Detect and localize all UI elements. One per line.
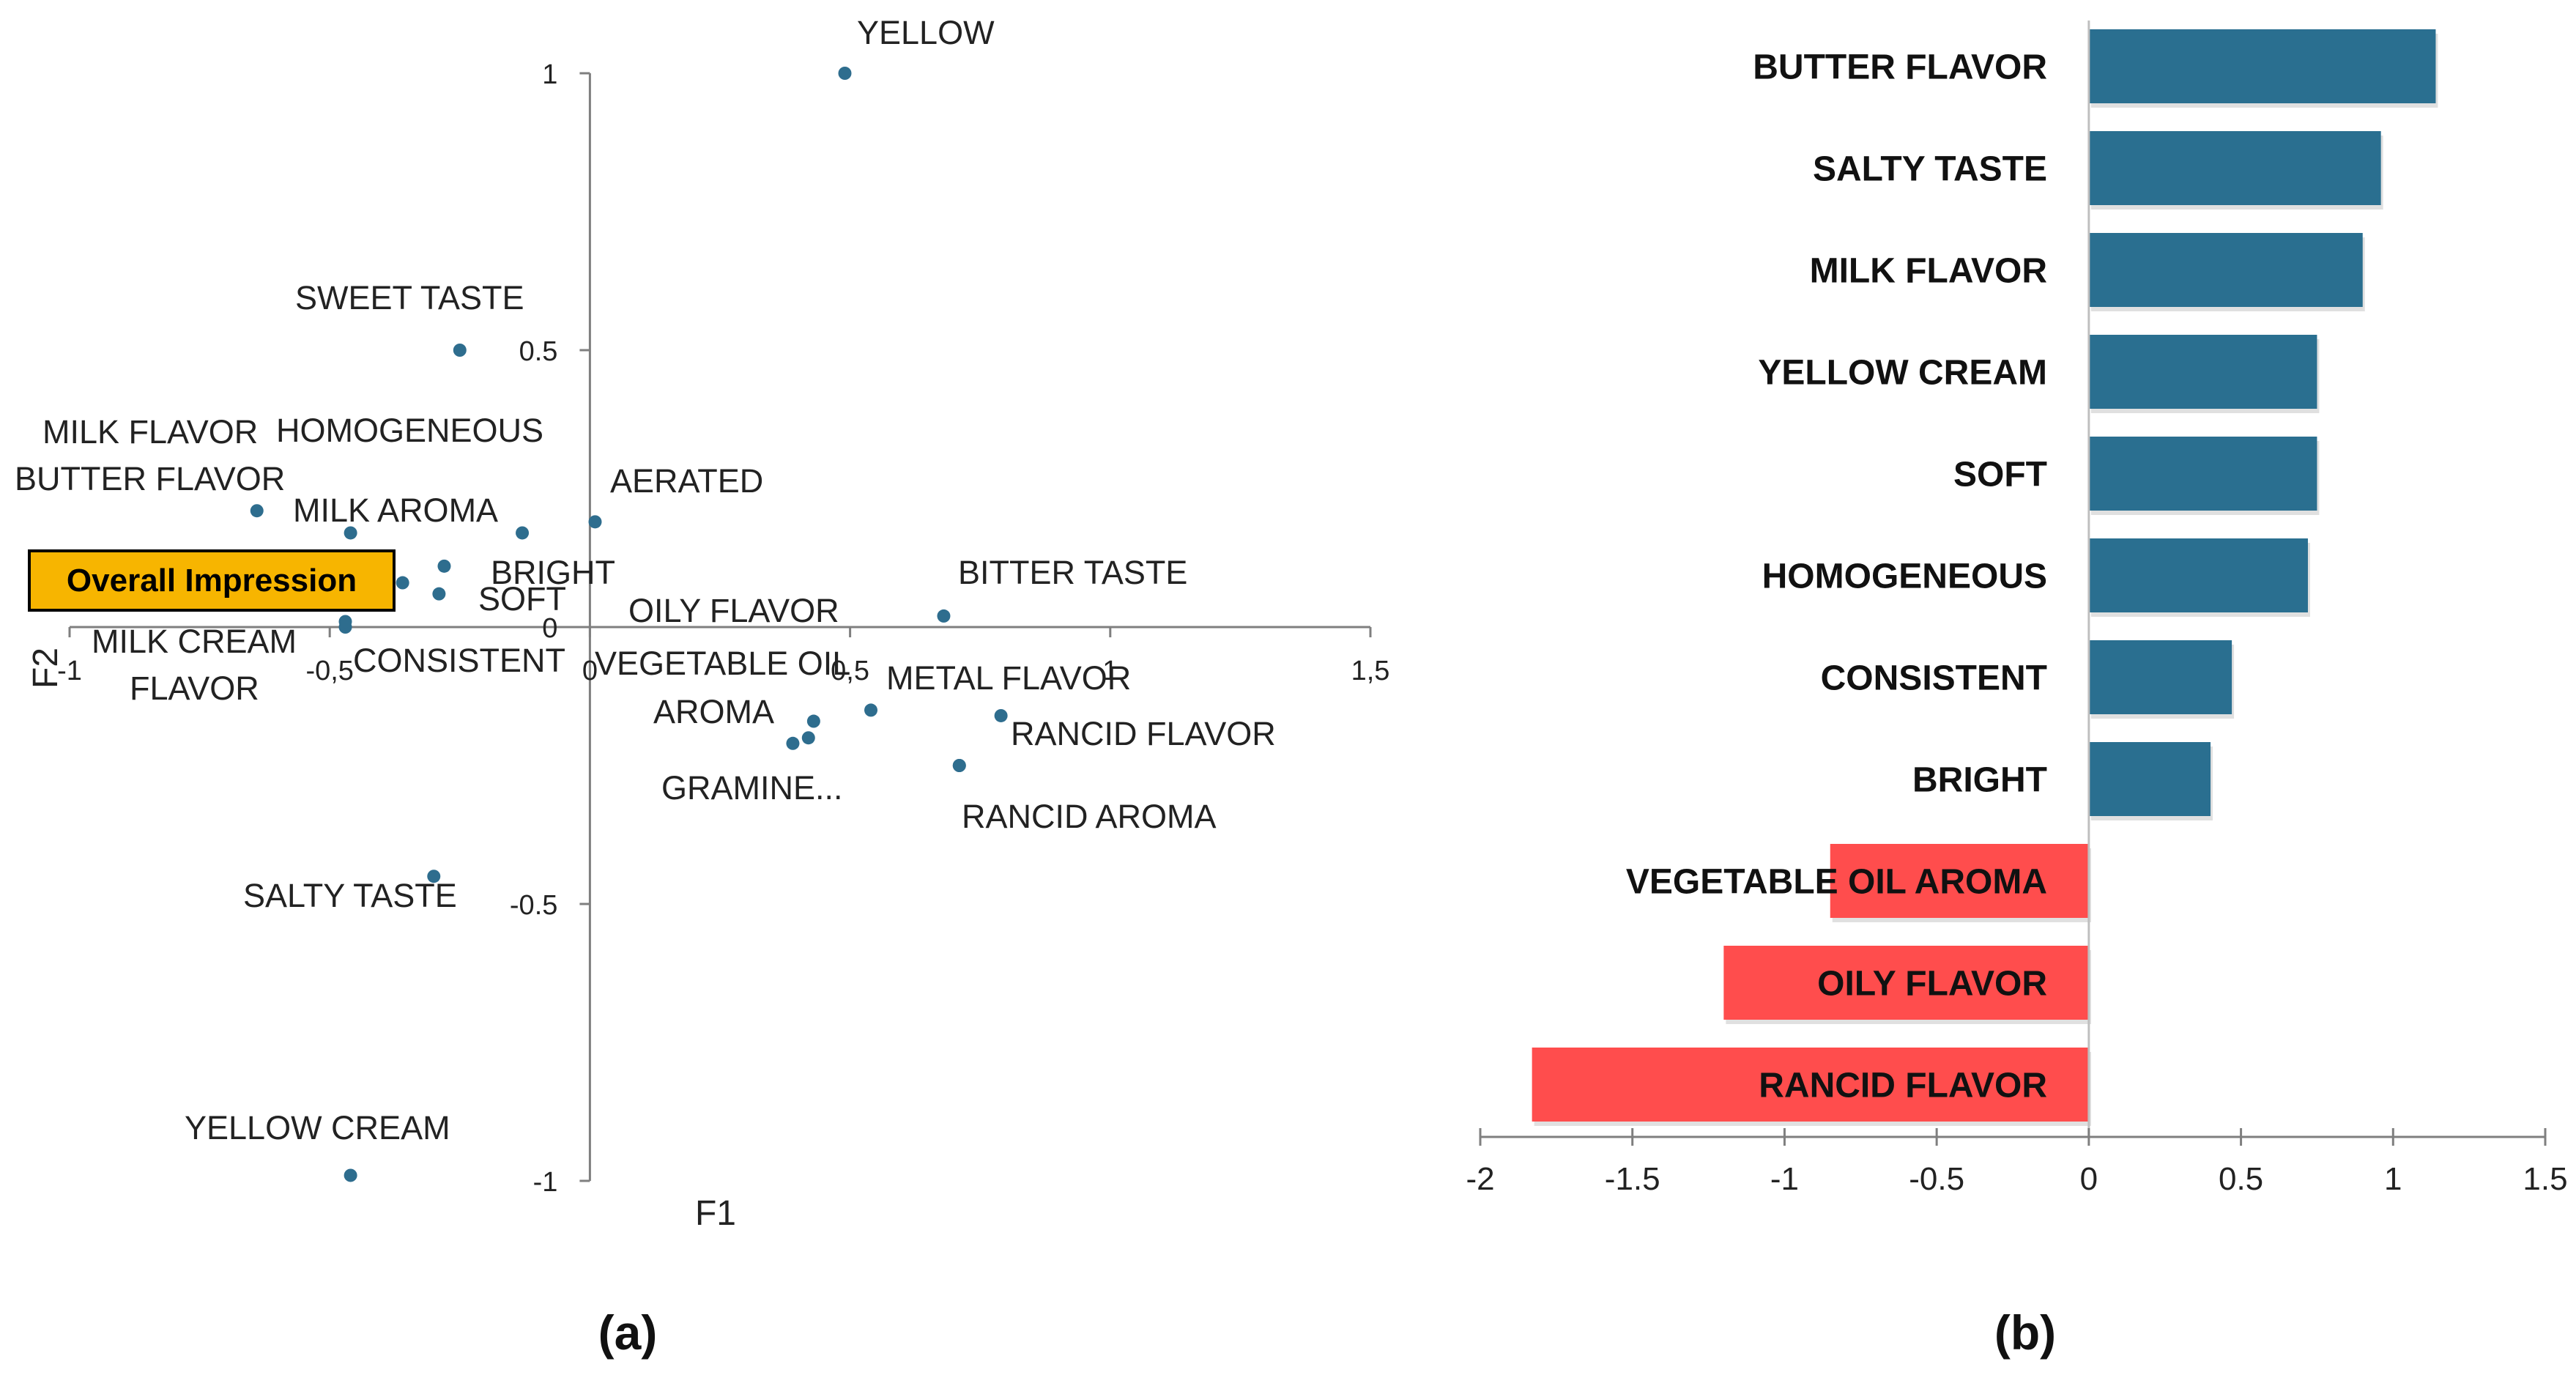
bar-vegetable-oil-aroma <box>1830 844 2089 918</box>
label-bright: BRIGHT <box>491 554 615 591</box>
label-aerated: AERATED <box>610 462 763 500</box>
point-milk-aroma <box>396 576 409 590</box>
bar-x-tick-label: -1 <box>1770 1161 1799 1197</box>
point-yellow-cream <box>344 1168 357 1182</box>
point-aerated <box>588 515 602 529</box>
point-butter-flavor <box>344 526 357 540</box>
bar-x-tick-label: -2 <box>1466 1161 1494 1197</box>
point-gramine-2 <box>786 736 800 750</box>
x-tick-label: -0,5 <box>305 656 353 686</box>
category-label-homogeneous: HOMOGENEOUS <box>1762 557 2047 596</box>
category-label-soft: SOFT <box>1953 456 2047 494</box>
label-yellow: YELLOW <box>857 14 995 51</box>
label-vegetable-oil-line2: AROMA <box>653 693 774 730</box>
bar-salty-taste <box>2088 131 2381 205</box>
point-homogeneous <box>516 526 530 540</box>
label-oily-flavor: OILY FLAVOR <box>628 592 839 629</box>
label-gramine: GRAMINE... <box>661 769 843 807</box>
point-sweet-taste <box>453 344 467 357</box>
bar-x-tick-label: 1.5 <box>2523 1161 2567 1197</box>
category-label-vegetable-oil-aroma: VEGETABLE OIL AROMA <box>1626 863 2047 902</box>
point-rancid-aroma <box>952 759 966 772</box>
x-tick-label: -1 <box>57 656 82 686</box>
x-tick-label: 0 <box>582 656 598 686</box>
point-vegetable-oil-aroma <box>806 714 820 728</box>
point-oily-flavor <box>864 703 878 717</box>
bar-yellow-cream <box>2088 335 2317 409</box>
label-homogeneous: HOMOGENEOUS <box>276 412 543 449</box>
label-bitter-taste: BITTER TASTE <box>958 554 1187 591</box>
bar-homogeneous <box>2088 538 2308 612</box>
label-sweet-taste: SWEET TASTE <box>295 279 524 316</box>
point-salty-taste <box>427 870 441 883</box>
scatter-plot-panel: -1 -0,5 0 0,5 1 1,5 -1 -0.5 0 0.5 1 YELLOW SWEET T… <box>15 14 1389 1360</box>
y-tick-label: 1 <box>542 59 557 90</box>
y-tick-label: 0.5 <box>519 336 558 367</box>
category-label-oily-flavor: OILY FLAVOR <box>1817 965 2047 1004</box>
bar-bright <box>2088 742 2211 816</box>
x-axis-title: F1 <box>695 1194 736 1233</box>
label-vegetable-oil-line1: VEGETABLE OIL <box>595 645 850 682</box>
label-yellow-cream: YELLOW CREAM <box>185 1109 450 1146</box>
category-label-consistent: CONSISTENT <box>1821 659 2047 698</box>
label-consistent: CONSISTENT <box>353 642 565 679</box>
bar-butter-flavor <box>2088 29 2436 103</box>
bar-soft <box>2088 437 2317 511</box>
bar-x-tick-label: -0.5 <box>1909 1161 1964 1197</box>
category-label-butter-flavor: BUTTER FLAVOR <box>1753 48 2047 87</box>
point-yellow <box>838 67 852 80</box>
bar-oily-flavor <box>1723 946 2089 1020</box>
bar-series <box>1532 29 2438 1126</box>
category-label-yellow-cream: YELLOW CREAM <box>1758 354 2047 393</box>
point-bright <box>437 559 451 573</box>
y-tick-label: -1 <box>533 1167 558 1198</box>
label-milk-aroma: MILK AROMA <box>293 492 498 529</box>
category-label-salty-taste: SALTY TASTE <box>1813 150 2047 189</box>
scatter-point-labels: YELLOW SWEET TASTE MILK FLAVOR HOMOGENEO… <box>15 14 1276 1146</box>
label-milk-cream-line1: MILK CREAM <box>92 623 297 660</box>
y-tick-label: -0.5 <box>510 890 557 921</box>
label-milk-cream-line2: FLAVOR <box>130 670 259 707</box>
bar-x-tick-label: 1 <box>2384 1161 2402 1197</box>
panel-label-b: (b) <box>1994 1305 2056 1360</box>
bar-consistent <box>2088 640 2232 714</box>
x-tick-label: 0,5 <box>831 656 869 686</box>
label-metal-flavor: METAL FLAVOR <box>886 659 1131 697</box>
bar-axes: -2 -1.5 -1 -0.5 0 0.5 1 1.5 <box>1466 21 2568 1197</box>
bar-x-tick-label: 0 <box>2080 1161 2098 1197</box>
y-axis-title: F2 <box>26 648 65 689</box>
bar-rancid-flavor <box>1532 1048 2089 1122</box>
bar-category-labels: BUTTER FLAVOR SALTY TASTE MILK FLAVOR YELLO… <box>1626 48 2047 1105</box>
label-rancid-aroma: RANCID AROMA <box>962 798 1217 835</box>
overall-impression-label: Overall Impression <box>67 563 357 598</box>
bar-x-tick-label: -1.5 <box>1605 1161 1660 1197</box>
point-bitter-taste <box>937 609 951 623</box>
overall-impression-box: Overall Impression <box>28 549 396 612</box>
bar-milk-flavor <box>2088 233 2363 307</box>
y-tick-label: 0 <box>542 613 557 644</box>
label-rancid-flavor: RANCID FLAVOR <box>1011 715 1276 752</box>
x-tick-label: 1 <box>1102 656 1118 686</box>
point-consistent <box>338 615 352 629</box>
category-label-bright: BRIGHT <box>1912 761 2047 800</box>
category-label-milk-flavor: MILK FLAVOR <box>1810 252 2047 291</box>
point-metal-flavor <box>994 708 1008 722</box>
point-gramine <box>801 731 815 745</box>
label-milk-flavor: MILK FLAVOR <box>42 413 258 451</box>
bar-x-tick-label: 0.5 <box>2219 1161 2263 1197</box>
category-label-rancid-flavor: RANCID FLAVOR <box>1759 1067 2047 1105</box>
label-salty-taste: SALTY TASTE <box>243 877 457 914</box>
label-soft: SOFT <box>478 580 566 618</box>
point-soft <box>432 587 446 601</box>
bar-chart-panel: BUTTER FLAVOR SALTY TASTE MILK FLAVOR YELLO… <box>1466 21 2568 1360</box>
scatter-axes: -1 -0,5 0 0,5 1 1,5 -1 -0.5 0 0.5 1 <box>57 59 1389 1198</box>
scatter-points <box>250 67 1008 1182</box>
panel-label-a: (a) <box>598 1305 658 1360</box>
label-butter-flavor: BUTTER FLAVOR <box>15 460 285 497</box>
point-milk-flavor <box>250 504 264 518</box>
x-tick-label: 1,5 <box>1351 656 1390 686</box>
